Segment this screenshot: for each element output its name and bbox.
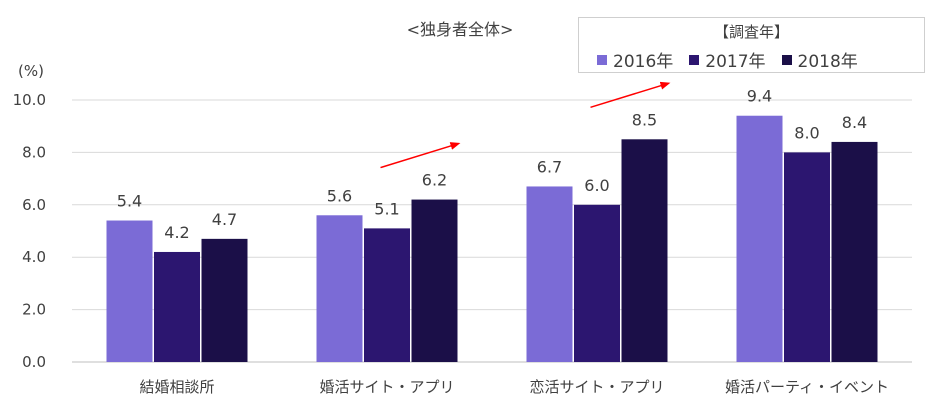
data-label: 8.4 bbox=[842, 113, 867, 132]
data-label: 8.0 bbox=[794, 123, 819, 142]
legend-swatch bbox=[597, 54, 607, 65]
legend-item: 2017年 bbox=[689, 47, 766, 72]
bar bbox=[526, 186, 573, 362]
bar bbox=[106, 220, 153, 362]
bar bbox=[316, 215, 363, 362]
bar bbox=[574, 204, 620, 362]
legend-item: 2016年 bbox=[597, 47, 673, 72]
data-label: 5.1 bbox=[374, 199, 399, 218]
y-tick-label: 0.0 bbox=[22, 353, 46, 371]
data-label: 9.4 bbox=[747, 87, 772, 106]
legend-swatch bbox=[689, 54, 700, 65]
legend-swatch bbox=[781, 54, 792, 65]
legend: 【調査年】 2016年 2017年 2018年 bbox=[578, 17, 925, 73]
legend-title: 【調査年】 bbox=[713, 23, 789, 41]
bar bbox=[736, 115, 783, 362]
trend-arrow bbox=[590, 81, 671, 109]
data-label: 4.7 bbox=[212, 210, 237, 229]
x-category-label: 婚活サイト・アプリ bbox=[319, 378, 454, 396]
bar bbox=[201, 238, 248, 362]
data-label: 6.0 bbox=[584, 176, 609, 195]
bar bbox=[831, 141, 878, 362]
bar bbox=[154, 251, 200, 362]
data-label: 5.6 bbox=[327, 186, 352, 205]
legend-label: 2017年 bbox=[705, 52, 766, 72]
y-tick-label: 2.0 bbox=[22, 301, 46, 319]
bar bbox=[621, 139, 668, 362]
data-label: 6.2 bbox=[422, 171, 447, 190]
data-label: 6.7 bbox=[537, 157, 562, 176]
bar bbox=[364, 228, 410, 362]
x-category-label: 結婚相談所 bbox=[139, 378, 214, 396]
data-label: 5.4 bbox=[117, 192, 142, 211]
trend-arrow bbox=[380, 142, 461, 169]
legend-item: 2018年 bbox=[781, 47, 858, 72]
chart-title: <独身者全体> bbox=[406, 20, 514, 39]
y-axis-unit: (%) bbox=[18, 62, 44, 80]
y-tick-label: 10.0 bbox=[13, 91, 46, 109]
legend-label: 2016年 bbox=[613, 52, 674, 72]
bar bbox=[411, 199, 458, 362]
x-category-label: 恋活サイト・アプリ bbox=[529, 378, 664, 396]
legend-label: 2018年 bbox=[797, 52, 858, 72]
y-tick-label: 8.0 bbox=[22, 143, 46, 161]
data-label: 4.2 bbox=[164, 223, 189, 242]
y-tick-label: 4.0 bbox=[22, 248, 46, 266]
x-category-label: 婚活パーティ・イベント bbox=[725, 378, 889, 396]
data-label: 8.5 bbox=[632, 110, 657, 129]
legend-items: 2016年 2017年 2018年 bbox=[597, 47, 858, 72]
bar bbox=[784, 152, 830, 362]
y-tick-label: 6.0 bbox=[22, 196, 46, 214]
